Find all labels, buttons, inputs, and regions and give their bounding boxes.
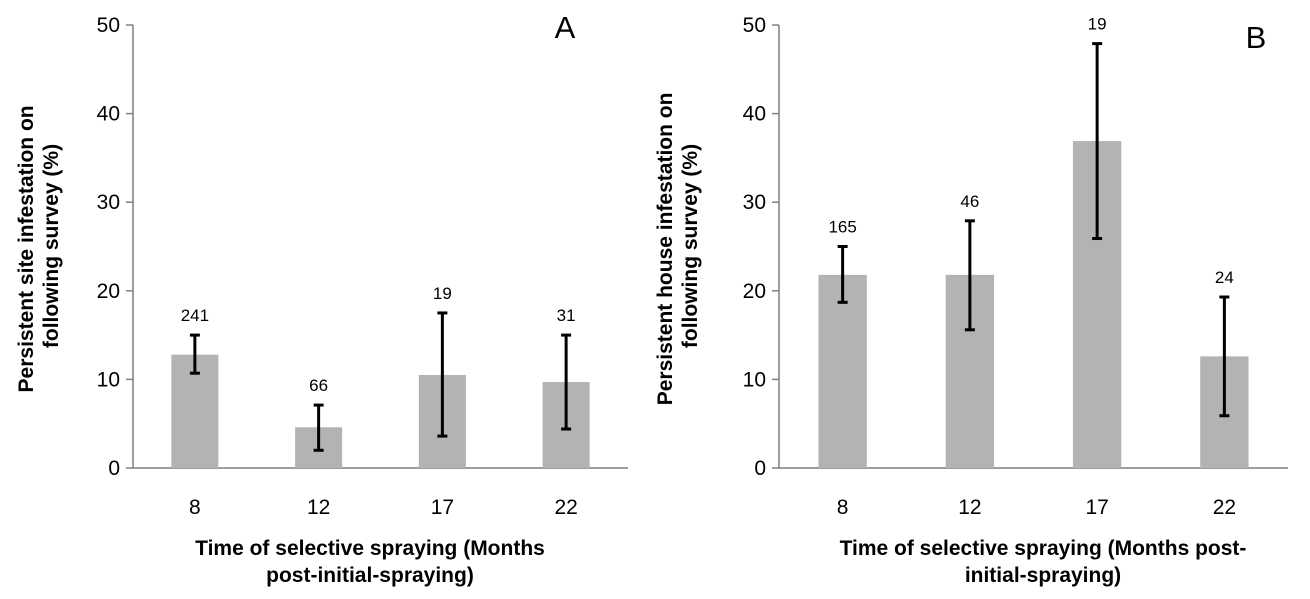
panel-b-bar-annotation: 165	[828, 218, 856, 237]
panel-a-x-tick-label: 22	[554, 496, 577, 519]
panel-b-x-ticks: 8 12 17 22	[837, 496, 1236, 519]
panel-b: 0 10 20 30 40 50 165 46 19 24 8 12 17 22 B Persiste…	[654, 14, 1288, 587]
panel-b-bars	[818, 141, 1249, 469]
panel-b-annotations: 165 46 19 24	[828, 15, 1233, 287]
panel-a-bars	[171, 354, 590, 468]
panel-b-x-axis-title-line-2: initial-spraying)	[965, 564, 1121, 587]
panel-a-y-axis-title-line-1: Persistent site infestation on	[15, 105, 38, 392]
panel-b-bar	[818, 274, 867, 468]
panel-b-error-bars	[837, 42, 1230, 418]
panel-a-y-tick-label: 10	[97, 368, 120, 391]
panel-b-x-axis-title-line-1: Time of selective spraying (Months post-	[840, 537, 1247, 560]
panel-b-x-tick-label: 17	[1085, 496, 1108, 519]
panel-a-bar-annotation: 241	[181, 306, 209, 325]
panel-a-y-axis-title-line-2: following survey (%)	[40, 144, 63, 348]
panel-a-x-ticks: 8 12 17 22	[189, 496, 578, 519]
panel-a-x-axis-title-line-2: post-initial-spraying)	[266, 564, 474, 587]
panel-b-bar-annotation: 19	[1088, 15, 1107, 34]
panel-a-x-tick-label: 17	[431, 496, 454, 519]
panel-b-y-ticks: 0 10 20 30 40 50	[743, 14, 779, 480]
panel-b-y-tick-label: 20	[743, 280, 766, 303]
panel-a-label: A	[555, 10, 576, 45]
panel-a-bar-annotation: 19	[433, 284, 452, 303]
panel-a-bar-annotation: 31	[557, 306, 576, 325]
panel-a-y-tick-label: 20	[97, 280, 120, 303]
panel-b-y-tick-label: 50	[743, 14, 766, 37]
panel-a-y-tick-label: 50	[97, 14, 120, 37]
panel-a-error-bars	[189, 311, 572, 452]
panel-a-x-tick-label: 12	[307, 496, 330, 519]
panel-a-y-tick-label: 40	[97, 103, 120, 126]
panel-a: 0 10 20 30 40 50 241 66 19 31 8 12 17 22 A Persiste…	[15, 10, 628, 587]
panel-a-y-ticks: 0 10 20 30 40 50	[97, 14, 133, 480]
panel-a-y-tick-label: 30	[97, 191, 120, 214]
panel-a-x-tick-label: 8	[189, 496, 201, 519]
panel-a-annotations: 241 66 19 31	[181, 284, 576, 395]
panel-b-y-tick-label: 10	[743, 368, 766, 391]
panel-b-x-tick-label: 8	[837, 496, 849, 519]
panel-b-y-axis-title-line-1: Persistent house infestation on	[654, 93, 677, 406]
panel-a-bar-annotation: 66	[309, 376, 328, 395]
panel-b-y-tick-label: 0	[754, 457, 766, 480]
panel-b-label: B	[1246, 20, 1267, 55]
panel-a-x-axis-title-line-1: Time of selective spraying (Months	[195, 537, 545, 560]
panel-b-y-tick-label: 40	[743, 103, 766, 126]
panel-b-x-tick-label: 22	[1213, 496, 1236, 519]
panel-b-y-axis-title: Persistent house infestation on followin…	[654, 87, 702, 406]
panel-a-y-axis-title: Persistent site infestation on following…	[15, 100, 63, 393]
panel-b-bar-annotation: 46	[960, 192, 979, 211]
panel-b-y-axis-title-line-2: following survey (%)	[679, 144, 702, 348]
panel-b-x-tick-label: 12	[958, 496, 981, 519]
panel-a-y-tick-label: 0	[108, 457, 120, 480]
panel-b-bar-annotation: 24	[1215, 268, 1234, 287]
panel-b-y-tick-label: 30	[743, 191, 766, 214]
